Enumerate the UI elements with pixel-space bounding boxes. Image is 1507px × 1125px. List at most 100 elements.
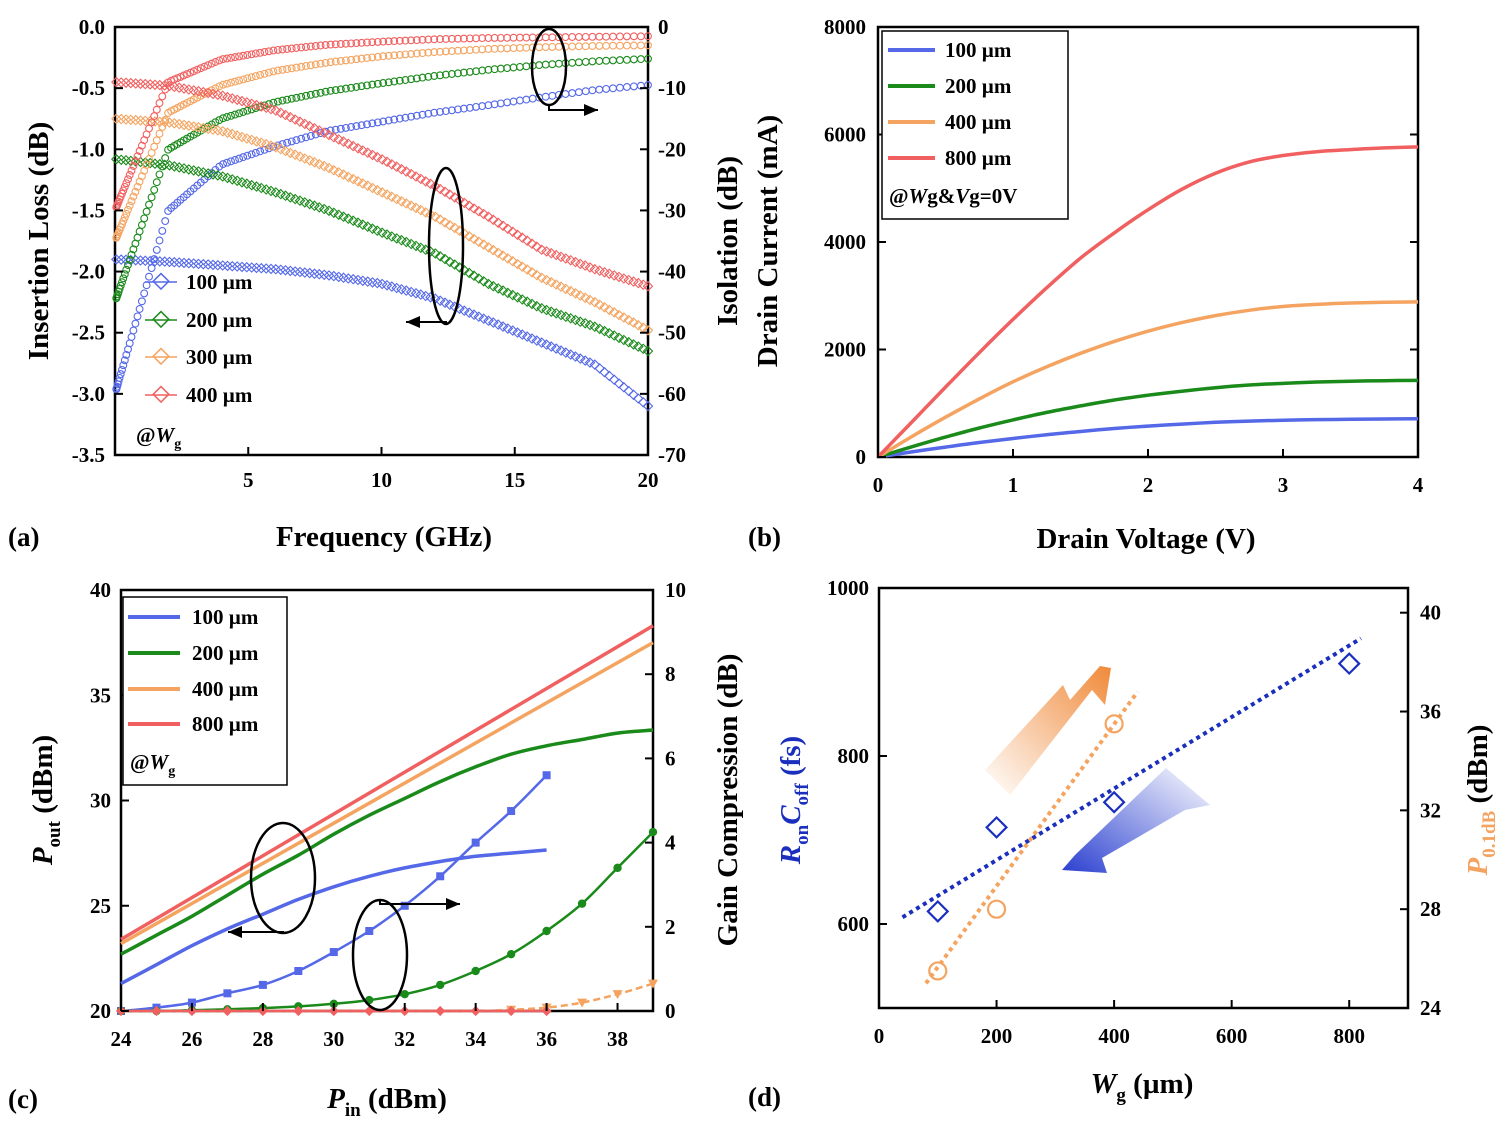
isolation-marker	[235, 76, 244, 85]
isolation-marker	[287, 137, 296, 146]
insertion-loss-marker	[251, 99, 262, 111]
isolation-marker	[418, 110, 427, 119]
legend-c-label-4: 800 µm	[192, 712, 259, 736]
isolation-marker	[133, 152, 142, 161]
insertion-loss-marker	[425, 178, 436, 190]
insertion-loss-marker	[468, 309, 480, 321]
isolation-marker	[384, 116, 393, 125]
insertion-loss-marker	[521, 296, 533, 308]
isolation-marker	[131, 187, 140, 196]
insertion-loss-marker	[536, 272, 548, 284]
isolation-marker	[636, 41, 645, 50]
legend-b: 100 µm 200 µm 400 µm 800 µm @Wg&Vg=0V	[881, 30, 1069, 220]
x-tick-label-c: 36	[536, 1027, 557, 1051]
insertion-loss-marker	[449, 259, 461, 270]
isolation-marker	[447, 47, 456, 56]
isolation-marker	[133, 182, 142, 191]
insertion-loss-marker	[304, 155, 316, 166]
isolation-marker	[150, 185, 159, 194]
legend-c-label-3: 400 µm	[192, 677, 259, 701]
insertion-loss-marker	[405, 168, 417, 180]
isolation-marker	[453, 46, 462, 55]
y-tick-label-right-c: 10	[665, 578, 686, 602]
insertion-loss-marker	[280, 109, 291, 121]
panel-d: 0 200 400 600 800 600 800 1000 24 28 32 36 40 Wg (µm…	[748, 576, 1500, 1112]
insertion-loss-marker	[255, 101, 267, 112]
isolation-marker	[120, 356, 129, 365]
isolation-marker	[269, 67, 278, 76]
insertion-loss-marker	[444, 219, 456, 231]
insertion-loss-marker	[613, 309, 625, 321]
insertion-loss-marker	[468, 203, 480, 214]
isolation-marker	[368, 53, 377, 62]
y-tick-label-right-a: -10	[658, 76, 686, 100]
isolation-marker	[347, 123, 356, 131]
y-axis-label-left-a: Insertion Loss (dB)	[23, 122, 55, 361]
isolation-marker	[326, 58, 335, 67]
isolation-marker	[135, 227, 144, 236]
isolation-marker	[390, 37, 399, 46]
gain-compression-marker	[328, 1005, 339, 1017]
y-tick-label-left-a: -1.0	[72, 137, 105, 161]
isolation-marker	[368, 38, 377, 47]
insertion-loss-marker	[584, 319, 596, 331]
legend-a-item-1: 100 µm	[145, 270, 253, 294]
insertion-loss-marker	[246, 98, 258, 110]
isolation-marker	[316, 59, 325, 68]
isolation-marker	[283, 138, 292, 147]
isolation-marker	[119, 274, 128, 283]
isolation-marker	[115, 373, 124, 382]
insertion-loss-marker	[410, 202, 422, 214]
isolation-marker	[131, 319, 140, 328]
isolation-marker	[152, 245, 161, 254]
insertion-loss-marker	[226, 128, 238, 140]
panel-d-series	[901, 636, 1363, 985]
isolation-marker	[484, 45, 493, 53]
isolation-marker	[595, 41, 604, 50]
insertion-loss-marker	[357, 145, 369, 156]
insertion-loss-marker	[512, 229, 523, 241]
isolation-marker	[554, 42, 563, 51]
legend-a-item-3: 300 µm	[145, 345, 253, 369]
annotation-a: @Wg	[136, 423, 181, 452]
insertion-loss-marker	[526, 298, 538, 310]
insertion-loss-marker	[570, 287, 581, 299]
insertion-loss-marker	[632, 277, 644, 289]
insertion-loss-marker	[560, 283, 572, 295]
isolation-marker	[522, 33, 531, 42]
isolation-marker	[447, 106, 456, 115]
x-tick-label-a: 20	[638, 468, 659, 492]
isolation-marker	[401, 113, 410, 122]
isolation-marker	[622, 83, 631, 91]
isolation-marker	[561, 33, 570, 42]
isolation-marker	[436, 107, 444, 116]
isolation-marker	[127, 250, 136, 259]
isolation-marker	[401, 76, 410, 84]
insertion-loss-marker	[599, 301, 610, 313]
isolation-marker	[155, 236, 164, 245]
isolation-marker	[247, 150, 256, 159]
insertion-loss-marker	[342, 138, 354, 150]
isolation-marker	[223, 79, 231, 88]
x-tick-label-a: 10	[371, 468, 392, 492]
insertion-loss-marker	[502, 287, 514, 299]
gain-compression-line-1	[120, 774, 548, 1013]
isolation-marker	[235, 154, 244, 163]
y-tick-label-left-c: 30	[90, 789, 111, 813]
x-axis-label-d: Wg (µm)	[1091, 1068, 1194, 1106]
insertion-loss-marker	[347, 173, 359, 185]
isolation-marker	[379, 79, 388, 87]
isolation-marker	[503, 64, 512, 73]
insertion-loss-marker	[594, 265, 606, 277]
isolation-marker	[316, 88, 325, 97]
legend-a: 100 µm 200 µm 300 µm 400 µm	[145, 270, 253, 407]
insertion-loss-marker	[217, 171, 229, 182]
gain-compression-series-1	[117, 771, 551, 1015]
isolation-marker	[120, 182, 129, 191]
insertion-loss-marker	[222, 91, 233, 103]
isolation-marker	[401, 36, 410, 45]
y-tick-label-left-c: 35	[90, 683, 111, 707]
y-tick-label-left-a: -3.0	[72, 382, 105, 406]
insertion-loss-marker	[594, 299, 606, 311]
isolation-marker	[430, 108, 439, 117]
